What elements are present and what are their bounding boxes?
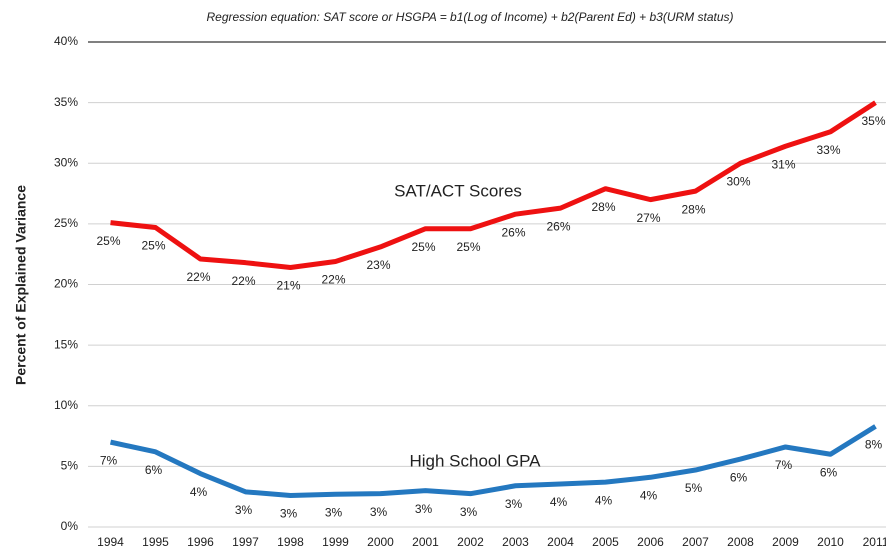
data-label: 25% xyxy=(96,234,120,248)
data-label: 3% xyxy=(235,503,253,517)
data-label: 25% xyxy=(411,240,435,254)
x-tick-label: 1999 xyxy=(322,535,349,549)
data-label: 33% xyxy=(816,143,840,157)
x-tick-label: 2005 xyxy=(592,535,619,549)
data-label: 26% xyxy=(546,219,570,233)
data-label: 3% xyxy=(280,507,298,521)
data-label: 4% xyxy=(550,495,568,509)
data-label: 6% xyxy=(820,465,838,479)
x-tick-label: 2004 xyxy=(547,535,574,549)
data-label: 30% xyxy=(726,174,750,188)
x-tick-label: 2000 xyxy=(367,535,394,549)
data-label: 35% xyxy=(861,114,885,128)
series-line xyxy=(109,424,877,498)
x-tick-label: 2003 xyxy=(502,535,529,549)
x-tick-label: 2007 xyxy=(682,535,709,549)
data-label: 28% xyxy=(591,200,615,214)
data-label: 8% xyxy=(865,438,883,452)
y-tick-label: 0% xyxy=(61,519,79,533)
data-label: 3% xyxy=(415,502,433,516)
data-label: 22% xyxy=(186,270,210,284)
x-tick-label: 1996 xyxy=(187,535,214,549)
x-tick-label: 2002 xyxy=(457,535,484,549)
y-tick-label: 15% xyxy=(54,337,78,351)
data-label: 25% xyxy=(456,240,480,254)
y-tick-label: 25% xyxy=(54,216,78,230)
data-label: 3% xyxy=(325,505,343,519)
data-label: 4% xyxy=(595,493,613,507)
y-tick-label: 10% xyxy=(54,398,78,412)
x-tick-label: 1995 xyxy=(142,535,169,549)
data-label: 21% xyxy=(276,279,300,293)
y-tick-label: 20% xyxy=(54,277,78,291)
data-label: 3% xyxy=(370,505,388,519)
y-tick-label: 35% xyxy=(54,95,78,109)
data-label: 6% xyxy=(145,463,163,477)
y-tick-label: 30% xyxy=(54,155,78,169)
chart-title: Regression equation: SAT score or HSGPA … xyxy=(206,10,733,24)
data-label: 3% xyxy=(505,497,523,511)
series-line xyxy=(110,100,877,271)
x-tick-label: 1994 xyxy=(97,535,124,549)
data-label: 3% xyxy=(460,505,478,519)
x-tick-label: 1998 xyxy=(277,535,304,549)
x-tick-label: 1997 xyxy=(232,535,259,549)
data-label: 25% xyxy=(141,239,165,253)
x-tick-label: 2009 xyxy=(772,535,799,549)
data-label: 4% xyxy=(190,485,208,499)
data-label: 27% xyxy=(636,211,660,225)
data-label: 22% xyxy=(231,274,255,288)
x-tick-label: 2006 xyxy=(637,535,664,549)
data-label: 6% xyxy=(730,470,748,484)
series-label: SAT/ACT Scores xyxy=(394,181,522,200)
data-label: 7% xyxy=(775,458,793,472)
x-tick-label: 2010 xyxy=(817,535,844,549)
y-axis-label: Percent of Explained Variance xyxy=(13,185,29,385)
data-label: 23% xyxy=(366,258,390,272)
data-label: 31% xyxy=(771,157,795,171)
data-label: 5% xyxy=(685,481,703,495)
data-label: 22% xyxy=(321,273,345,287)
y-tick-label: 40% xyxy=(54,34,78,48)
x-tick-label: 2008 xyxy=(727,535,754,549)
series-label: High School GPA xyxy=(409,451,541,470)
x-tick-label: 2001 xyxy=(412,535,439,549)
data-label: 28% xyxy=(681,202,705,216)
y-tick-label: 5% xyxy=(61,459,79,473)
x-tick-label: 2011 xyxy=(863,535,886,549)
data-label: 7% xyxy=(100,453,118,467)
data-label: 26% xyxy=(501,225,525,239)
data-label: 4% xyxy=(640,488,658,502)
